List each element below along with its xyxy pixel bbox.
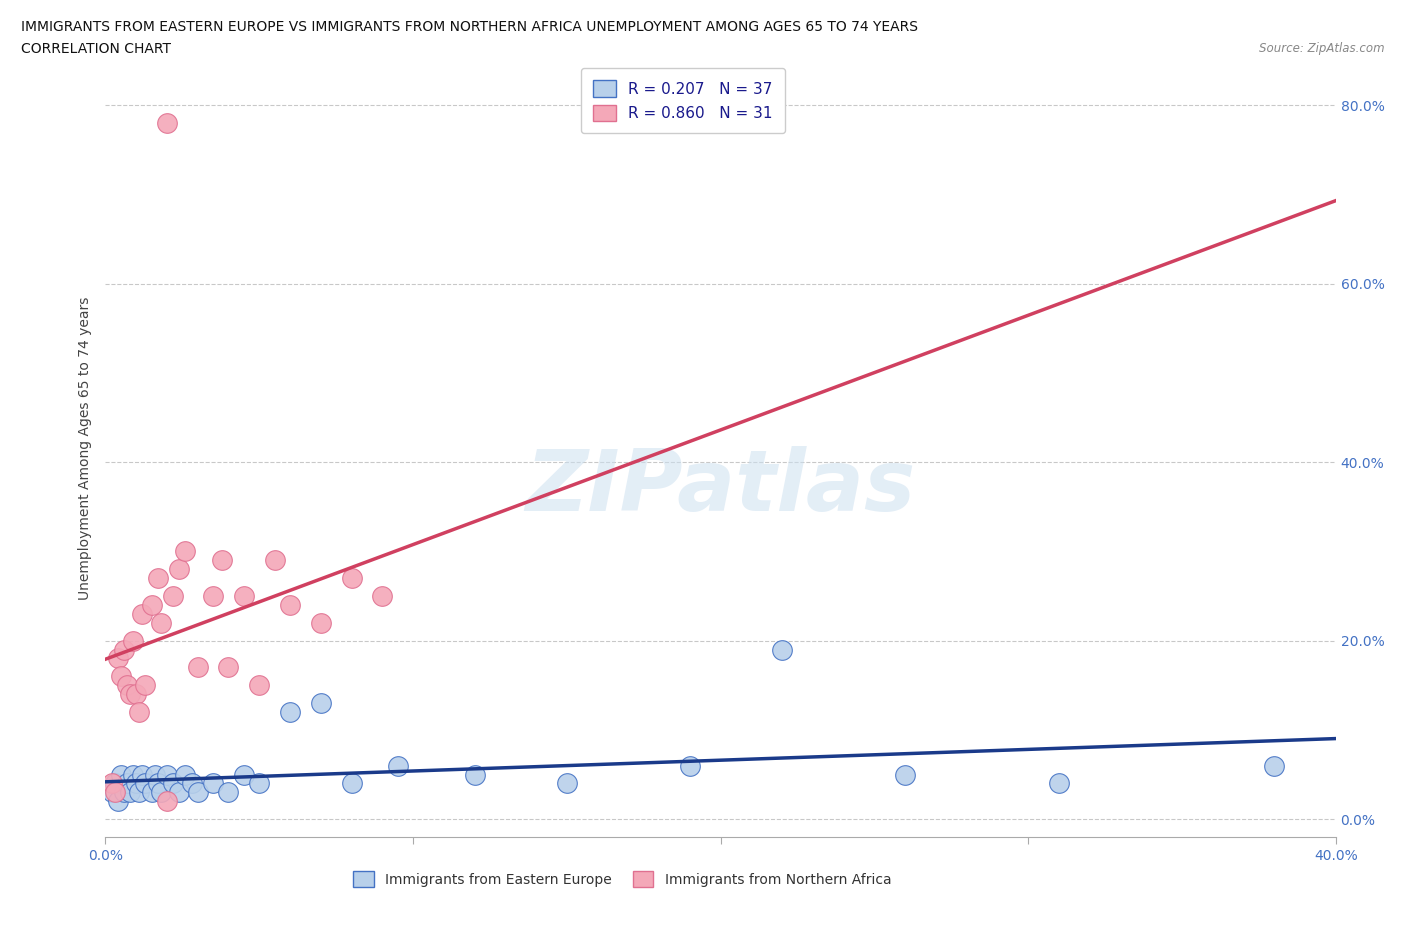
- Point: [309, 696, 332, 711]
- Point: [387, 758, 409, 773]
- Point: [128, 785, 150, 800]
- Point: [149, 616, 172, 631]
- Point: [125, 776, 148, 790]
- Point: [107, 651, 129, 666]
- Point: [218, 660, 240, 675]
- Point: [110, 669, 132, 684]
- Point: [162, 589, 184, 604]
- Point: [278, 597, 301, 612]
- Point: [104, 785, 127, 800]
- Point: [107, 794, 129, 809]
- Point: [247, 776, 270, 790]
- Point: [169, 785, 191, 800]
- Point: [134, 678, 156, 693]
- Point: [247, 678, 270, 693]
- Point: [340, 776, 363, 790]
- Point: [125, 686, 148, 701]
- Y-axis label: Unemployment Among Ages 65 to 74 years: Unemployment Among Ages 65 to 74 years: [79, 297, 93, 601]
- Point: [112, 785, 135, 800]
- Point: [120, 686, 141, 701]
- Point: [309, 616, 332, 631]
- Legend: Immigrants from Eastern Europe, Immigrants from Northern Africa: Immigrants from Eastern Europe, Immigran…: [347, 866, 897, 892]
- Point: [174, 544, 197, 559]
- Point: [131, 767, 153, 782]
- Point: [187, 785, 209, 800]
- Point: [555, 776, 578, 790]
- Point: [156, 794, 179, 809]
- Point: [232, 767, 254, 782]
- Point: [263, 552, 285, 567]
- Point: [156, 767, 179, 782]
- Point: [100, 776, 122, 790]
- Point: [770, 642, 793, 657]
- Point: [1263, 758, 1285, 773]
- Point: [134, 776, 156, 790]
- Point: [122, 767, 145, 782]
- Point: [211, 552, 233, 567]
- Point: [146, 776, 169, 790]
- Point: [115, 776, 138, 790]
- Point: [894, 767, 917, 782]
- Point: [174, 767, 197, 782]
- Point: [115, 678, 138, 693]
- Point: [232, 589, 254, 604]
- Text: CORRELATION CHART: CORRELATION CHART: [21, 42, 172, 56]
- Text: IMMIGRANTS FROM EASTERN EUROPE VS IMMIGRANTS FROM NORTHERN AFRICA UNEMPLOYMENT A: IMMIGRANTS FROM EASTERN EUROPE VS IMMIGR…: [21, 20, 918, 34]
- Point: [122, 633, 145, 648]
- Point: [143, 767, 166, 782]
- Point: [371, 589, 394, 604]
- Point: [218, 785, 240, 800]
- Point: [187, 660, 209, 675]
- Point: [104, 776, 127, 790]
- Point: [202, 589, 225, 604]
- Point: [679, 758, 702, 773]
- Text: Source: ZipAtlas.com: Source: ZipAtlas.com: [1260, 42, 1385, 55]
- Point: [110, 767, 132, 782]
- Point: [340, 571, 363, 586]
- Point: [100, 785, 122, 800]
- Point: [131, 606, 153, 621]
- Point: [202, 776, 225, 790]
- Point: [1047, 776, 1070, 790]
- Point: [162, 776, 184, 790]
- Point: [128, 705, 150, 720]
- Text: ZIPatlas: ZIPatlas: [526, 446, 915, 529]
- Point: [112, 642, 135, 657]
- Point: [120, 785, 141, 800]
- Point: [169, 562, 191, 577]
- Point: [149, 785, 172, 800]
- Point: [141, 597, 163, 612]
- Point: [278, 705, 301, 720]
- Point: [180, 776, 202, 790]
- Point: [146, 571, 169, 586]
- Point: [141, 785, 163, 800]
- Point: [156, 115, 179, 130]
- Point: [464, 767, 486, 782]
